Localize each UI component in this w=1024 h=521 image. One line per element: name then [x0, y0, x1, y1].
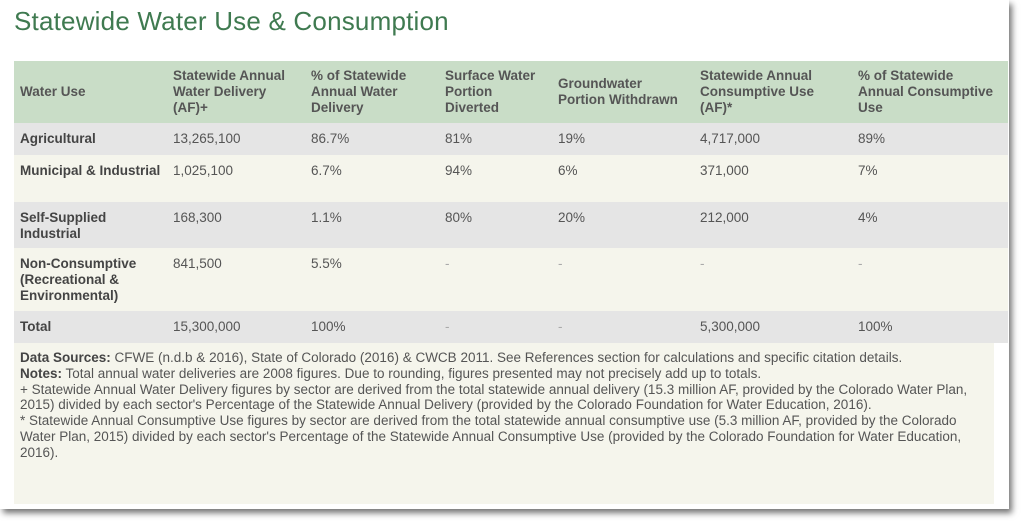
data-sources-label: Data Sources: [20, 350, 111, 365]
notes-paragraph: Notes: Total annual water deliveries are… [20, 366, 988, 382]
table-cell: 86.7% [305, 123, 439, 155]
header-pct-delivery: % of Statewide Annual Water Delivery [305, 61, 439, 123]
table-cell: - [552, 311, 694, 343]
table-cell: 89% [852, 123, 1008, 155]
table-cell: 15,300,000 [167, 311, 305, 343]
table-cell: - [694, 248, 852, 311]
table-cell: - [439, 248, 552, 311]
header-water-use: Water Use [14, 61, 167, 123]
water-use-table: Water Use Statewide Annual Water Deliver… [14, 61, 1008, 343]
table-cell: 841,500 [167, 248, 305, 311]
table-cell: 13,265,100 [167, 123, 305, 155]
table-cell: - [852, 248, 1008, 311]
table-cell: 19% [552, 123, 694, 155]
table-row: Agricultural 13,265,100 86.7% 81% 19% 4,… [14, 123, 1008, 155]
row-label: Municipal & Industrial [14, 155, 167, 202]
table-row-total: Total 15,300,000 100% - - 5,300,000 100% [14, 311, 1008, 343]
row-label: Non-Consumptive (Recreational & Environm… [14, 248, 167, 311]
header-surface-water: Surface Water Portion Diverted [439, 61, 552, 123]
header-pct-consumptive: % of Statewide Annual Consumptive Use [852, 61, 1008, 123]
table-cell: 1,025,100 [167, 155, 305, 202]
table-cell: - [552, 248, 694, 311]
table-footnotes: Data Sources: CFWE (n.d.b & 2016), State… [14, 343, 994, 504]
table-header-row: Water Use Statewide Annual Water Deliver… [14, 61, 1008, 123]
table-cell: 5.5% [305, 248, 439, 311]
table-cell: - [439, 311, 552, 343]
notes-text: Total annual water deliveries are 2008 f… [62, 365, 762, 381]
table-row: Non-Consumptive (Recreational & Environm… [14, 248, 1008, 311]
header-annual-delivery: Statewide Annual Water Delivery (AF)+ [167, 61, 305, 123]
table-cell: 371,000 [694, 155, 852, 202]
table-cell: 4% [852, 202, 1008, 248]
table-cell: 4,717,000 [694, 123, 852, 155]
page-title: Statewide Water Use & Consumption [14, 6, 449, 36]
table-cell: 212,000 [694, 202, 852, 248]
consumptive-footnote: * Statewide Annual Consumptive Use figur… [20, 413, 962, 460]
content-panel: Statewide Water Use & Consumption Water … [14, 6, 1008, 504]
table-cell: 20% [552, 202, 694, 248]
table-row: Self-Supplied Industrial 168,300 1.1% 80… [14, 202, 1008, 248]
table-cell: 94% [439, 155, 552, 202]
row-label: Agricultural [14, 123, 167, 155]
table-cell: 6.7% [305, 155, 439, 202]
data-sources-note: Data Sources: CFWE (n.d.b & 2016), State… [20, 350, 988, 366]
table-row: Municipal & Industrial 1,025,100 6.7% 94… [14, 155, 1008, 202]
data-sources-text: CFWE (n.d.b & 2016), State of Colorado (… [110, 350, 903, 365]
table-cell: 5,300,000 [694, 311, 852, 343]
table-cell: 100% [852, 311, 1008, 343]
table-cell: 6% [552, 155, 694, 202]
header-groundwater: Groundwater Portion Withdrawn [552, 61, 694, 123]
row-label: Total [14, 311, 167, 343]
notes-label: Notes: [20, 365, 63, 381]
header-consumptive-use: Statewide Annual Consumptive Use (AF)* [694, 61, 852, 123]
row-label: Self-Supplied Industrial [14, 202, 167, 248]
delivery-footnote: + Statewide Annual Water Delivery figure… [20, 381, 968, 413]
table-cell: 100% [305, 311, 439, 343]
table-cell: 7% [852, 155, 1008, 202]
table-cell: 168,300 [167, 202, 305, 248]
table-cell: 1.1% [305, 202, 439, 248]
table-cell: 80% [439, 202, 552, 248]
table-cell: 81% [439, 123, 552, 155]
